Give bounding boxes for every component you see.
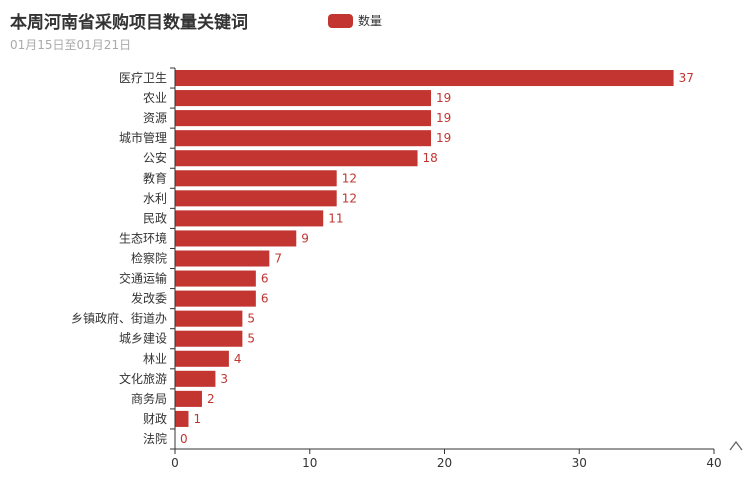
caret-up-icon[interactable] [728, 438, 744, 454]
bar-14 [175, 350, 229, 367]
bar-3 [175, 130, 432, 147]
x-tick-label-0: 0 [171, 456, 179, 470]
y-tick-label-0: 医疗卫生 [119, 71, 167, 85]
data-label-0: 37 [679, 71, 694, 85]
y-tick-label-2: 资源 [143, 111, 167, 125]
data-label-15: 3 [220, 372, 228, 386]
data-label-14: 4 [234, 352, 242, 366]
data-label-12: 5 [247, 312, 255, 326]
bar-5 [175, 170, 337, 187]
bar-16 [175, 390, 202, 407]
bar-11 [175, 290, 256, 307]
y-tick-label-8: 生态环境 [119, 230, 167, 245]
data-label-18: 0 [180, 432, 188, 446]
y-tick-label-6: 水利 [143, 191, 167, 205]
y-tick-label-4: 公安 [143, 150, 167, 165]
y-tick-label-12: 乡镇政府、街道办 [71, 311, 167, 326]
data-label-11: 6 [261, 292, 269, 306]
data-label-8: 9 [301, 231, 309, 245]
bar-12 [175, 310, 243, 327]
data-label-5: 12 [342, 171, 357, 185]
data-label-4: 18 [423, 151, 438, 165]
legend-label: 数量 [358, 14, 383, 28]
bar-2 [175, 110, 432, 127]
y-tick-label-11: 发改委 [131, 291, 167, 306]
x-tick-label-4: 40 [706, 456, 721, 470]
data-label-6: 12 [342, 191, 357, 205]
data-label-3: 19 [436, 131, 451, 145]
y-tick-label-10: 交通运输 [119, 271, 167, 286]
y-tick-label-13: 城乡建设 [119, 332, 167, 346]
bar-0 [175, 70, 674, 87]
x-tick-label-1: 10 [302, 456, 317, 470]
y-tick-label-14: 林业 [143, 352, 167, 366]
bar-15 [175, 370, 216, 387]
chart-subtitle: 01月15日至01月21日 [10, 38, 132, 52]
bar-6 [175, 190, 337, 207]
legend-swatch [328, 13, 353, 28]
data-label-17: 1 [193, 412, 201, 426]
y-tick-label-17: 财政 [143, 412, 167, 426]
data-label-9: 7 [274, 252, 282, 266]
bar-1 [175, 90, 432, 107]
x-tick-label-2: 20 [437, 456, 452, 470]
chart-title: 本周河南省采购项目数量关键词 [10, 13, 248, 33]
x-tick-label-3: 30 [572, 456, 587, 470]
y-tick-label-3: 城市管理 [119, 130, 167, 145]
data-label-2: 19 [436, 111, 451, 125]
y-tick-label-18: 法院 [143, 432, 167, 446]
y-tick-label-5: 教育 [143, 170, 167, 185]
bar-17 [175, 410, 189, 427]
data-label-1: 19 [436, 91, 451, 105]
bar-7 [175, 210, 324, 227]
bar-8 [175, 230, 297, 247]
data-label-10: 6 [261, 272, 269, 286]
legend-item-count[interactable]: 数量 [328, 12, 382, 29]
y-tick-label-7: 民政 [143, 211, 167, 225]
y-tick-label-1: 农业 [143, 91, 167, 105]
bar-13 [175, 330, 243, 347]
data-label-16: 2 [207, 392, 215, 406]
bar-10 [175, 270, 256, 287]
y-tick-label-9: 检察院 [131, 251, 167, 266]
bar-9 [175, 250, 270, 267]
data-label-13: 5 [247, 332, 255, 346]
data-label-7: 11 [328, 211, 343, 225]
y-tick-label-16: 商务局 [131, 391, 167, 406]
bar-4 [175, 150, 418, 167]
y-tick-label-15: 文化旅游 [119, 371, 167, 386]
